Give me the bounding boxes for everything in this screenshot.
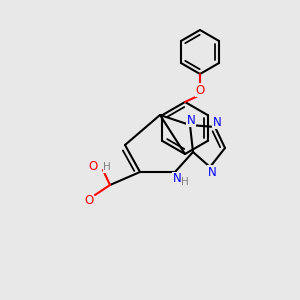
Text: O: O [195,83,205,97]
Text: H: H [181,177,189,187]
Text: O: O [84,194,94,208]
Text: N: N [172,172,182,185]
Text: N: N [187,113,195,127]
Text: N: N [208,166,216,178]
Text: H: H [103,162,111,172]
Text: O: O [88,160,98,173]
Text: N: N [213,116,221,128]
